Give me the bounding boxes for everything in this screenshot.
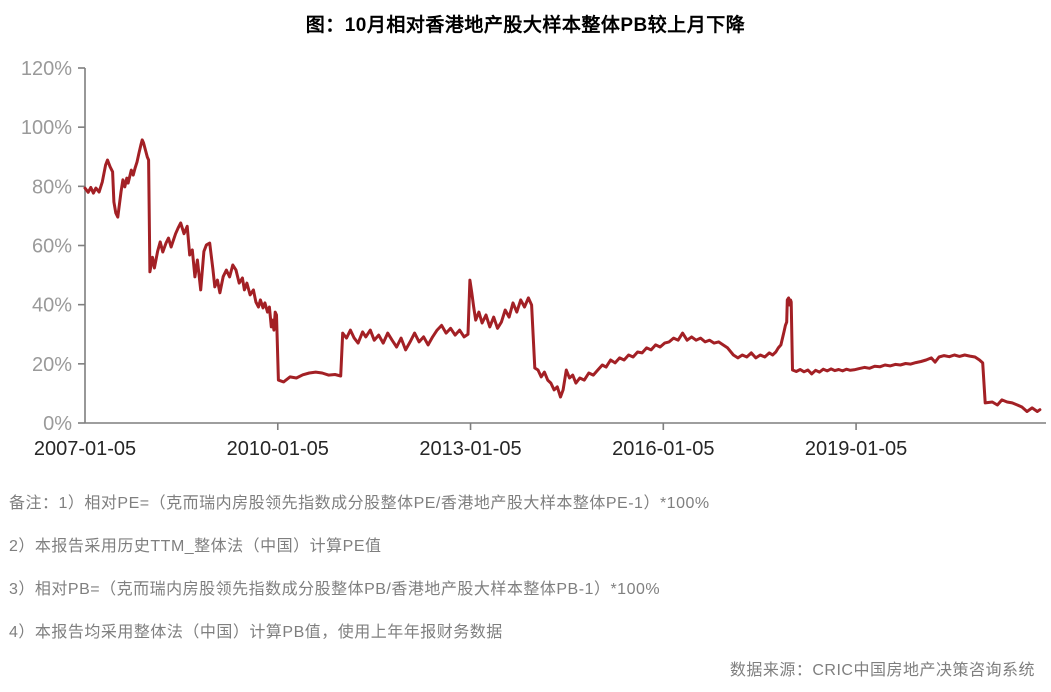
x-axis-tick-label: 2016-01-05 <box>612 438 714 460</box>
y-axis-tick-label: 0% <box>43 413 72 435</box>
data-source: 数据来源：CRIC中国房地产决策咨询系统 <box>729 662 1035 679</box>
note-line-4: 4）本报告均采用整体法（中国）计算PB值，使用上年年报财务数据 <box>9 624 503 641</box>
x-axis-tick-label: 2007-01-05 <box>34 438 136 460</box>
y-axis-tick-label: 40% <box>32 295 72 317</box>
note-line-3: 3）相对PB=（克而瑞内房股领先指数成分股整体PB/香港地产股大样本整体PB-1… <box>9 581 661 598</box>
y-axis-tick-label: 60% <box>32 236 72 258</box>
x-axis-tick-label: 2013-01-05 <box>419 438 521 460</box>
note-line-1: 备注：1）相对PE=（克而瑞内房股领先指数成分股整体PE/香港地产股大样本整体P… <box>9 495 710 512</box>
footnotes: 备注：1）相对PE=（克而瑞内房股领先指数成分股整体PE/香港地产股大样本整体P… <box>9 482 1031 654</box>
y-axis-tick-label: 20% <box>32 354 72 376</box>
pb-relative-line-chart: 0% 20% 40% 60% 80% 100% 120% 2007-01-05 2010-01-… <box>21 58 1046 460</box>
y-axis-tick-label: 80% <box>32 176 72 198</box>
note-line-2: 2）本报告采用历史TTM_整体法（中国）计算PE值 <box>9 538 382 555</box>
x-axis-tick-label: 2010-01-05 <box>227 438 329 460</box>
y-axis-tick-label: 100% <box>21 117 72 139</box>
chart-title: 图：10月相对香港地产股大样本整体PB较上月下降 <box>305 15 746 36</box>
pb-series-line <box>83 138 1042 413</box>
x-axis-tick-label: 2019-01-05 <box>805 438 907 460</box>
y-axis-tick-label: 120% <box>21 58 72 80</box>
